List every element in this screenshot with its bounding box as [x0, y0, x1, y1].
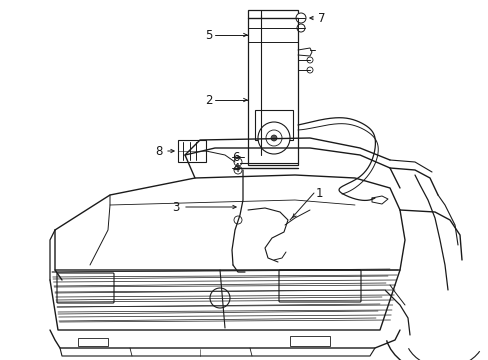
Text: 7: 7	[317, 12, 325, 24]
Circle shape	[296, 24, 305, 32]
Circle shape	[306, 67, 312, 73]
Circle shape	[265, 130, 282, 146]
Text: 5: 5	[205, 28, 213, 41]
Circle shape	[234, 166, 242, 174]
Text: 3: 3	[172, 201, 180, 213]
Text: 4: 4	[231, 162, 239, 175]
Text: 1: 1	[315, 186, 323, 199]
Text: 6: 6	[231, 150, 239, 163]
FancyBboxPatch shape	[279, 270, 360, 302]
Circle shape	[270, 135, 276, 141]
Bar	[289, 336, 329, 346]
Bar	[247, 10, 297, 165]
Circle shape	[258, 122, 289, 154]
Bar	[178, 140, 205, 162]
Circle shape	[306, 57, 312, 63]
Circle shape	[295, 13, 305, 23]
Text: 8: 8	[155, 144, 163, 158]
Circle shape	[209, 288, 229, 308]
Bar	[78, 338, 108, 346]
Bar	[254, 110, 292, 140]
Circle shape	[234, 216, 242, 224]
Circle shape	[234, 158, 242, 166]
Text: 2: 2	[205, 94, 213, 107]
FancyBboxPatch shape	[57, 273, 114, 303]
